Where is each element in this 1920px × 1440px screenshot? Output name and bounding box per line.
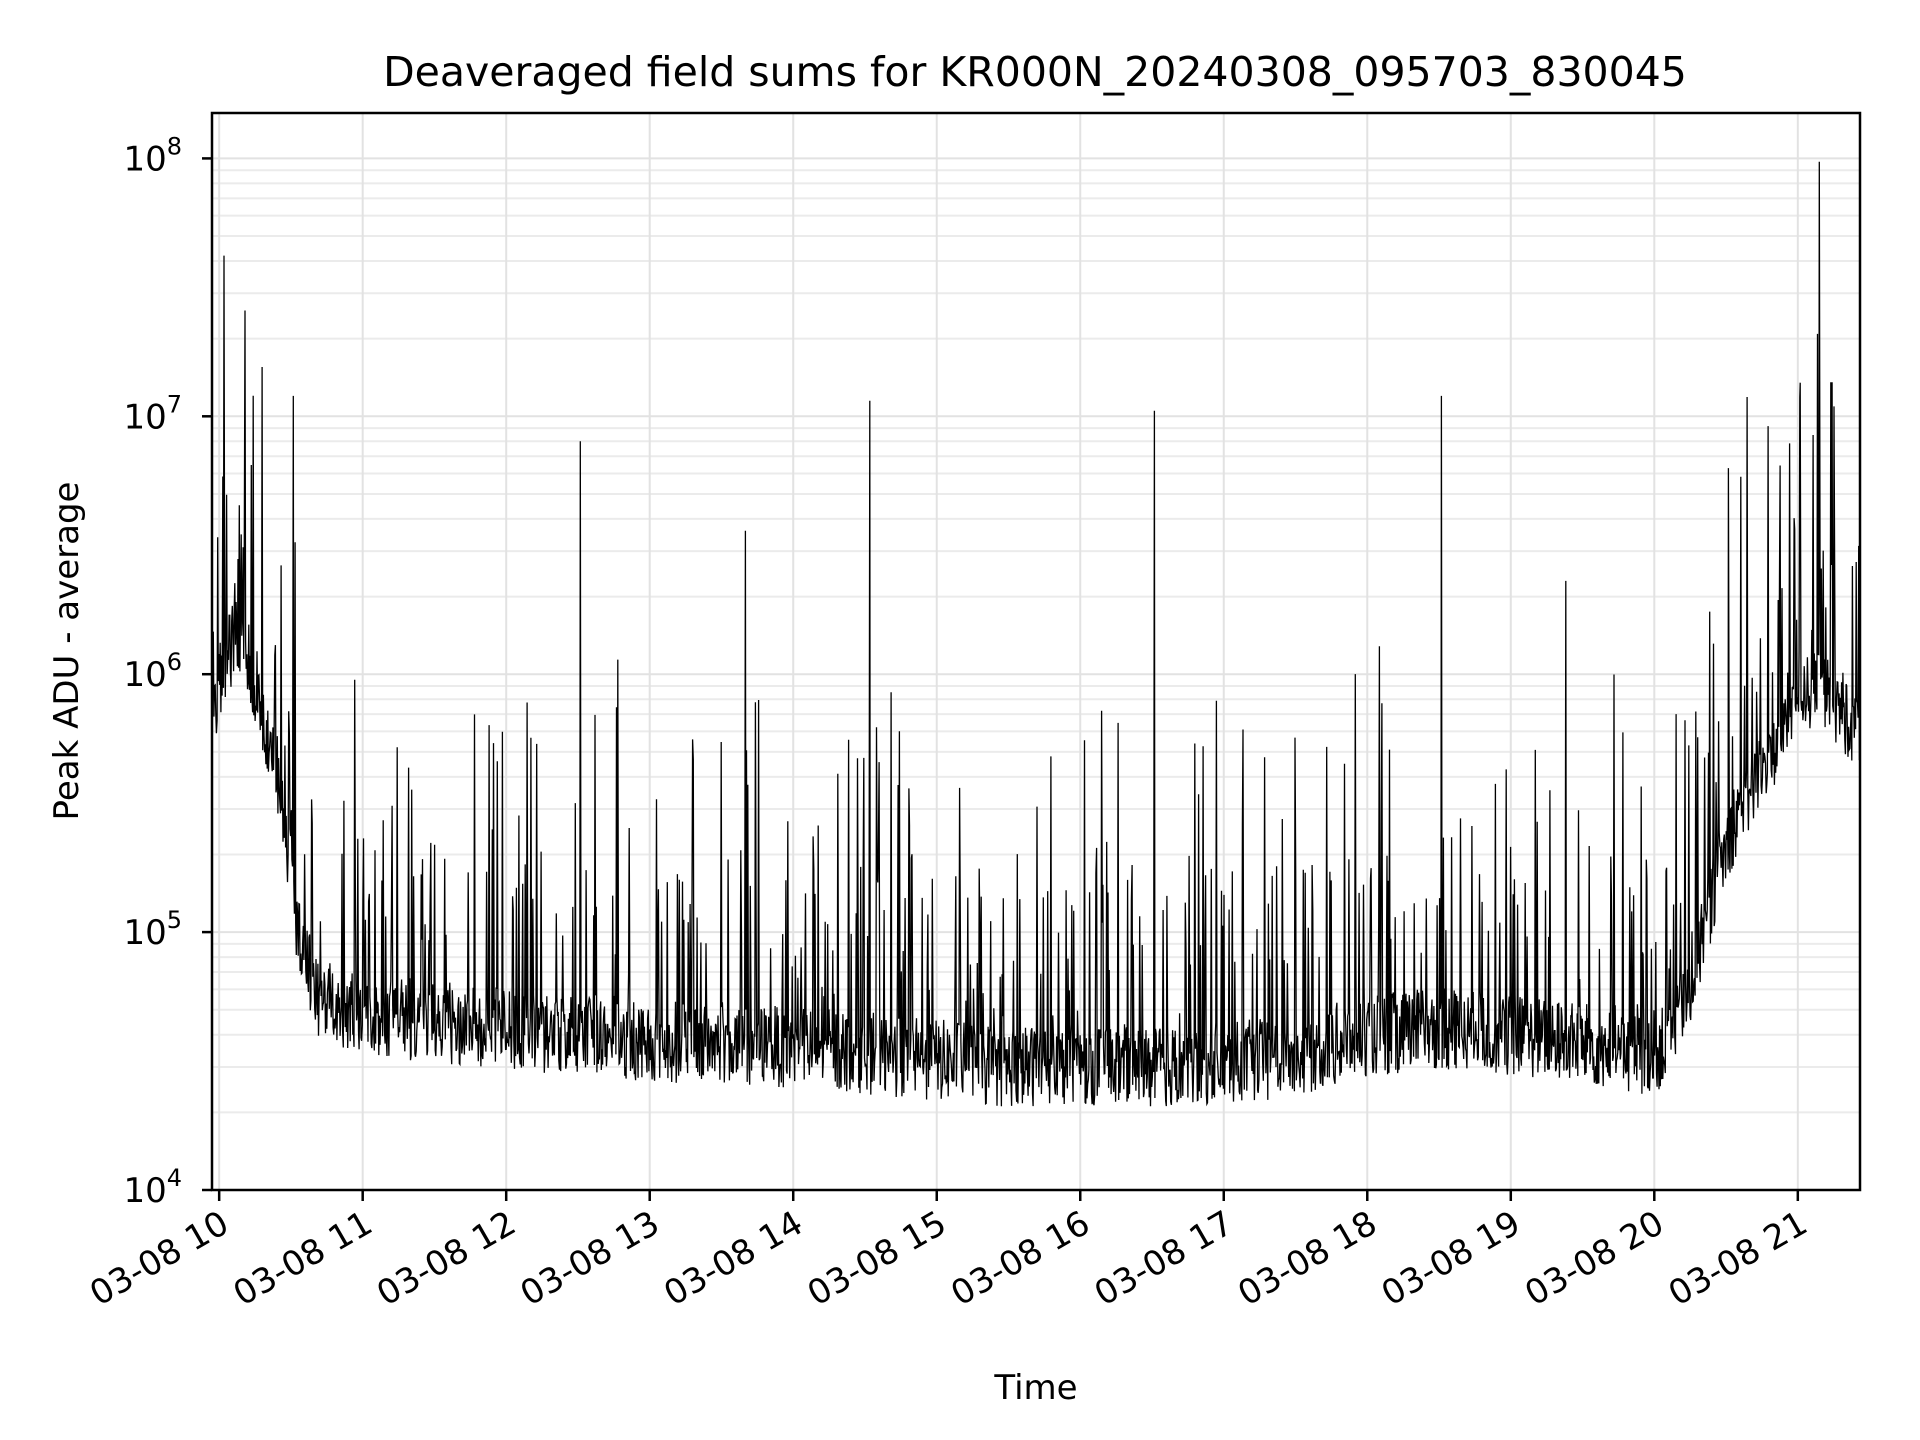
y-axis-label: Peak ADU - average [47,482,87,821]
x-axis-label: Time [993,1368,1077,1408]
chart-title: Deaveraged field sums for KR000N_2024030… [383,48,1687,96]
series-line [211,161,1861,1107]
series-layer [211,161,1861,1107]
plot-frame [210,111,1862,1192]
grid [212,113,1860,1191]
